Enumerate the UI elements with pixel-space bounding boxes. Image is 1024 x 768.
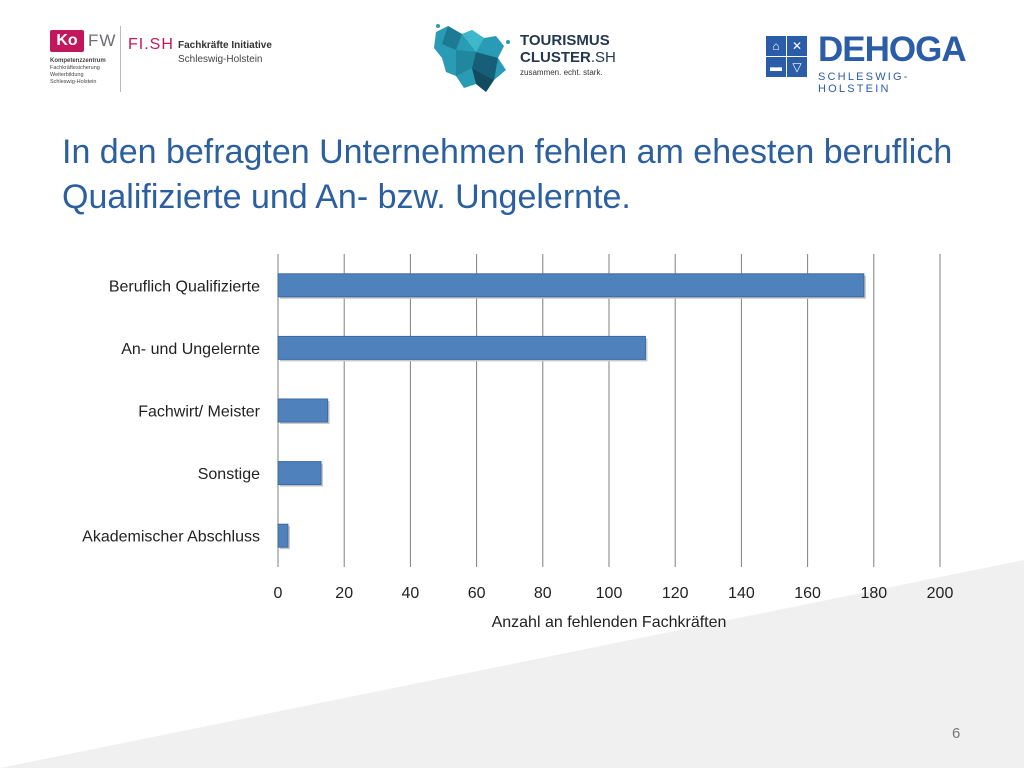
fish-mark: FI.SH <box>128 36 174 53</box>
x-tick-label: 20 <box>335 585 353 602</box>
category-label: Beruflich Qualifizierte <box>109 278 260 295</box>
kofw-fish-logo: Ko FW Kompetenzzentrum Fachkräftesicheru… <box>48 26 298 96</box>
x-tick-label: 100 <box>596 585 623 602</box>
bar <box>277 461 322 486</box>
tourism-line2-rest: .SH <box>590 49 616 66</box>
bar <box>277 273 865 298</box>
kofw-subtitle: Kompetenzzentrum Fachkräftesicherung Wei… <box>50 58 120 86</box>
tourism-line2-bold: CLUSTER <box>520 49 591 66</box>
bar <box>277 335 646 360</box>
kofw-fw-text: FW <box>88 31 117 50</box>
dehoga-region: SCHLESWIG-HOLSTEIN <box>818 71 910 95</box>
cutlery-icon: ✕ <box>787 36 807 56</box>
x-tick-label: 40 <box>402 585 420 602</box>
x-tick-label: 180 <box>860 585 887 602</box>
x-tick-label: 60 <box>468 585 486 602</box>
logo-divider <box>120 26 121 92</box>
dehoga-wordmark: DEHOGA <box>818 30 967 69</box>
kofw-sub-line: Weiterbildung <box>50 72 84 78</box>
x-tick-label: 140 <box>728 585 755 602</box>
fish-region: Schleswig-Holstein <box>178 54 263 65</box>
category-label: Fachwirt/ Meister <box>138 404 260 421</box>
bed-icon: ▬ <box>766 57 786 77</box>
tourism-line1: TOURISMUS <box>520 32 610 49</box>
category-label: Akademischer Abschluss <box>82 529 260 546</box>
kofw-sub-line: Schleswig-Holstein <box>50 79 97 85</box>
schleswig-holstein-map-icon <box>434 24 510 92</box>
tourism-cluster-logo: TOURISMUS CLUSTER.SH zusammen. echt. sta… <box>432 22 632 96</box>
x-tick-label: 160 <box>794 585 821 602</box>
bar <box>277 523 289 548</box>
kofw-sub-line: Fachkräftesicherung <box>50 65 100 71</box>
kofw-badge: Ko <box>50 30 84 52</box>
glass-icon: ▽ <box>787 57 807 77</box>
x-axis-title: Anzahl an fehlenden Fachkräften <box>492 614 727 631</box>
category-label: Sonstige <box>198 466 260 483</box>
tourism-tagline: zusammen. echt. stark. <box>520 68 603 77</box>
hotel-icon: ⌂ <box>766 36 786 56</box>
fish-title: Fachkräfte Initiative <box>178 40 272 51</box>
page-number: 6 <box>952 725 961 742</box>
tourism-line2: CLUSTER.SH <box>520 49 616 66</box>
x-tick-label: 80 <box>534 585 552 602</box>
kofw-sub-bold: Kompetenzzentrum <box>50 58 106 64</box>
category-label: An- und Ungelernte <box>121 341 260 358</box>
x-tick-label: 0 <box>274 585 283 602</box>
dehoga-icon-grid: ⌂ ✕ ▬ ▽ <box>766 36 808 77</box>
slide-title: In den befragten Unternehmen fehlen am e… <box>62 133 953 216</box>
bar <box>277 398 329 423</box>
dehoga-logo: ⌂ ✕ ▬ ▽ DEHOGA SCHLESWIG-HOLSTEIN <box>766 30 978 95</box>
x-tick-label: 120 <box>662 585 689 602</box>
x-tick-label: 200 <box>927 585 954 602</box>
